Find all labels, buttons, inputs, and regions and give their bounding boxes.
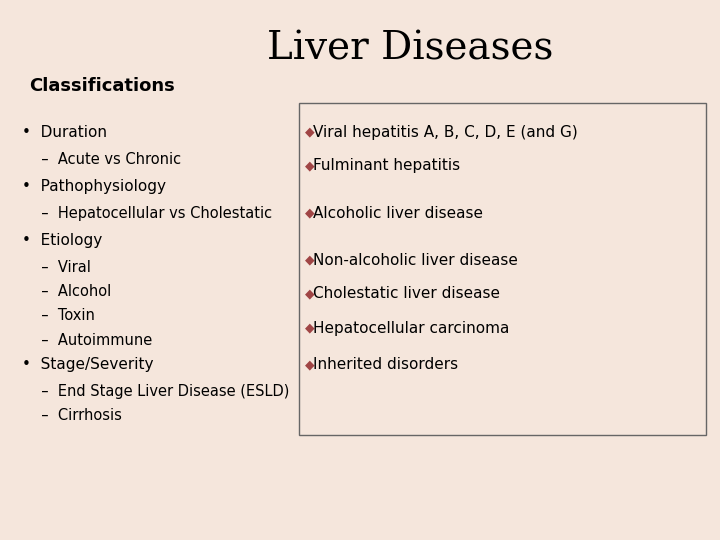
Text: ◆: ◆ bbox=[305, 126, 314, 139]
Text: ◆: ◆ bbox=[305, 254, 314, 267]
Text: –  End Stage Liver Disease (ESLD): – End Stage Liver Disease (ESLD) bbox=[32, 384, 289, 399]
Text: Alcoholic liver disease: Alcoholic liver disease bbox=[313, 206, 483, 221]
Text: Liver Diseases: Liver Diseases bbox=[267, 30, 554, 67]
Text: –  Cirrhosis: – Cirrhosis bbox=[32, 408, 122, 423]
Text: –  Autoimmune: – Autoimmune bbox=[32, 333, 153, 348]
Text: ◆: ◆ bbox=[305, 207, 314, 220]
Text: Hepatocellular carcinoma: Hepatocellular carcinoma bbox=[313, 321, 510, 336]
Text: –  Hepatocellular vs Cholestatic: – Hepatocellular vs Cholestatic bbox=[32, 206, 273, 221]
Text: Inherited disorders: Inherited disorders bbox=[313, 357, 459, 372]
Text: Non-alcoholic liver disease: Non-alcoholic liver disease bbox=[313, 253, 518, 268]
Text: Classifications: Classifications bbox=[29, 77, 174, 96]
Text: –  Alcohol: – Alcohol bbox=[32, 284, 112, 299]
Text: •  Stage/Severity: • Stage/Severity bbox=[22, 357, 153, 372]
Text: Fulminant hepatitis: Fulminant hepatitis bbox=[313, 158, 460, 173]
Text: –  Acute vs Chronic: – Acute vs Chronic bbox=[32, 152, 181, 167]
Text: •  Etiology: • Etiology bbox=[22, 233, 102, 248]
Text: •  Pathophysiology: • Pathophysiology bbox=[22, 179, 166, 194]
Text: Cholestatic liver disease: Cholestatic liver disease bbox=[313, 286, 500, 301]
Text: ◆: ◆ bbox=[305, 159, 314, 172]
Text: ◆: ◆ bbox=[305, 358, 314, 371]
FancyBboxPatch shape bbox=[299, 103, 706, 435]
Text: •  Duration: • Duration bbox=[22, 125, 107, 140]
Text: –  Viral: – Viral bbox=[32, 260, 91, 275]
Text: ◆: ◆ bbox=[305, 322, 314, 335]
Text: Viral hepatitis A, B, C, D, E (and G): Viral hepatitis A, B, C, D, E (and G) bbox=[313, 125, 578, 140]
Text: –  Toxin: – Toxin bbox=[32, 308, 95, 323]
Text: ◆: ◆ bbox=[305, 287, 314, 300]
